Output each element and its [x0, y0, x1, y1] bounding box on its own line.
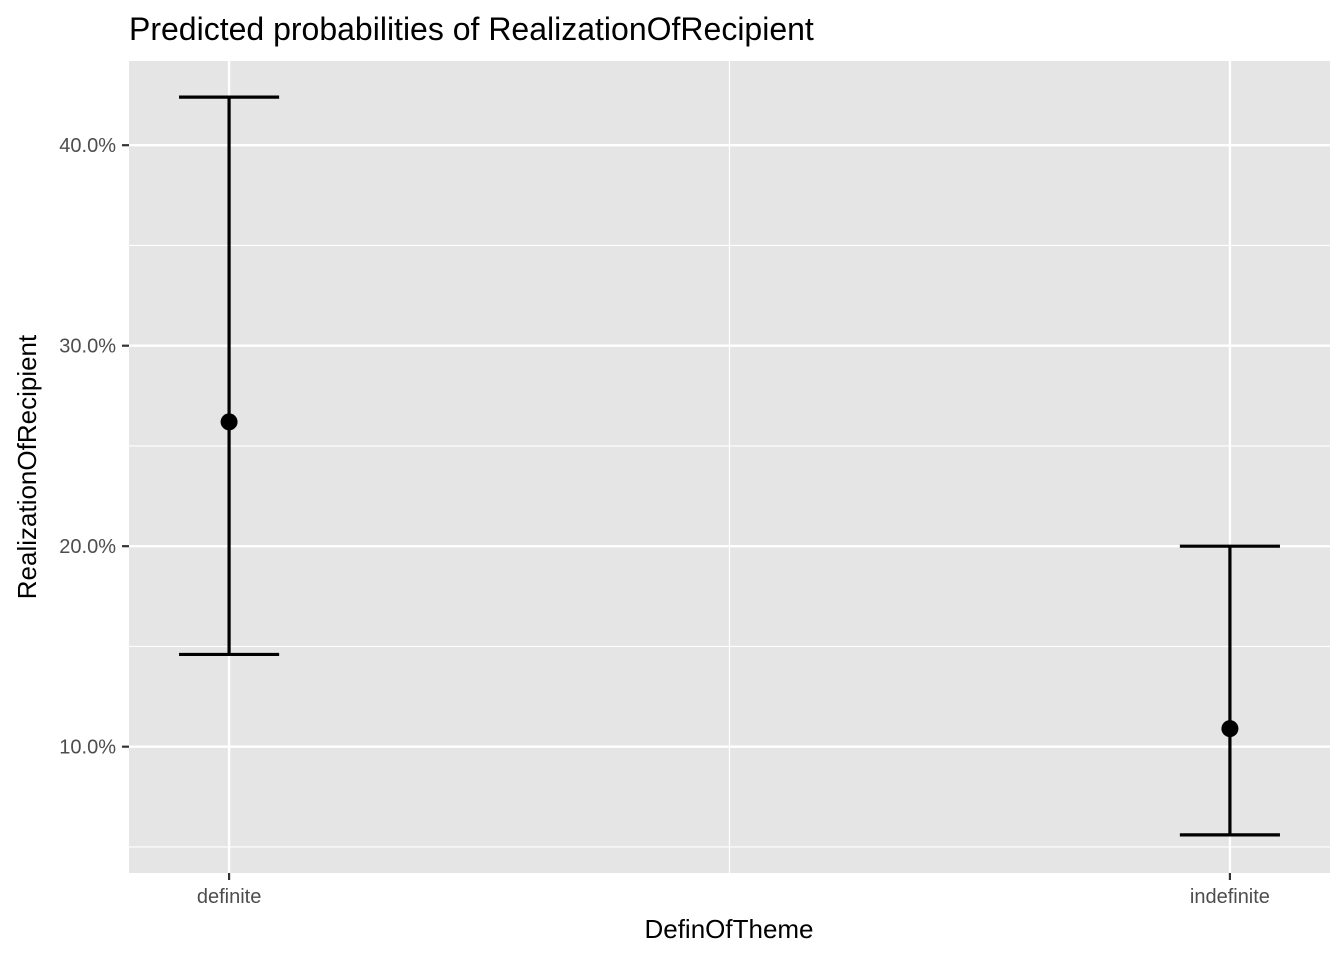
x-tick-label: indefinite: [1190, 886, 1270, 908]
error-bar-definite: [179, 95, 280, 657]
error-bar-indefinite: [1179, 544, 1280, 837]
y-axis-title: RealizationOfRecipient: [12, 334, 42, 599]
points: [220, 413, 1239, 738]
chart-title: Predicted probabilities of RealizationOf…: [129, 11, 814, 47]
x-axis-title: DefinOfTheme: [644, 914, 813, 944]
grid-minor: [129, 61, 1330, 873]
y-tick-label: 30.0%: [59, 336, 116, 358]
y-tick-label: 10.0%: [59, 737, 116, 759]
x-axis: definite indefinite: [197, 873, 1270, 908]
point-definite: [220, 413, 238, 431]
y-tick-label: 20.0%: [59, 536, 116, 558]
error-bars: [179, 95, 1280, 837]
x-tick-label: definite: [197, 886, 262, 908]
y-tick-label: 40.0%: [59, 135, 116, 157]
point-indefinite: [1221, 720, 1239, 738]
y-axis: 10.0% 20.0% 30.0% 40.0%: [59, 135, 129, 759]
